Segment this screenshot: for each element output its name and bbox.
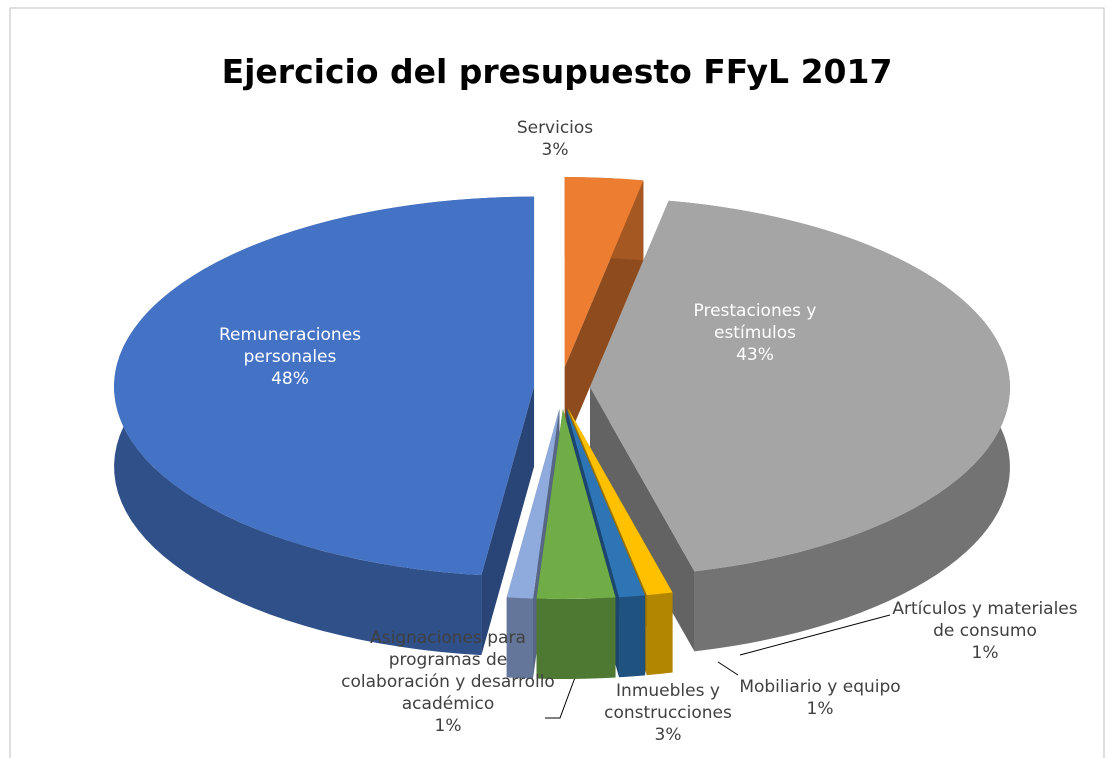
slice	[589, 200, 1010, 572]
slice	[564, 177, 644, 368]
slice-label: Mobiliario y equipo 1%	[720, 676, 920, 720]
leader-line	[739, 614, 891, 656]
value-label: 48%	[271, 369, 309, 389]
category-name: Prestaciones y estímulos	[693, 301, 817, 343]
slice-rim	[646, 592, 673, 676]
slice-label: Prestaciones y estímulos 43%	[660, 300, 850, 366]
slice-label: Remuneraciones personales 48%	[205, 324, 375, 390]
category-name: Asignaciones para programas de colaborac…	[341, 628, 555, 714]
slice-rim	[506, 597, 533, 679]
slice	[568, 408, 673, 596]
slice-rim	[536, 597, 616, 679]
slice-label: Artículos y materiales de consumo 1%	[880, 598, 1090, 664]
category-name: Inmuebles y construcciones	[604, 681, 732, 723]
value-label: 1%	[806, 699, 834, 719]
value-label: 3%	[654, 725, 682, 745]
leader-line	[545, 671, 578, 719]
slice	[114, 196, 535, 576]
slice-tops	[114, 177, 1010, 599]
slice-label: Inmuebles y construcciones 3%	[588, 680, 748, 746]
category-name: Mobiliario y equipo	[739, 677, 901, 697]
slice	[506, 408, 560, 599]
category-name: Servicios	[516, 118, 594, 138]
leader-line	[717, 661, 739, 676]
slice-rim	[619, 595, 646, 678]
value-label: 1%	[971, 643, 999, 663]
slice-wall	[481, 386, 535, 656]
value-label: 43%	[736, 345, 774, 365]
slice-label: Asignaciones para programas de colaborac…	[338, 627, 558, 737]
chart-title: Ejercicio del presupuesto FFyL 2017	[221, 52, 893, 91]
category-name: Remuneraciones personales	[218, 325, 362, 367]
category-name: Artículos y materiales de consumo	[892, 599, 1078, 641]
slice-label: Servicios 3%	[475, 117, 635, 161]
value-label: 1%	[434, 716, 462, 736]
slice	[536, 408, 616, 599]
chart-border	[9, 7, 1105, 758]
slice	[566, 408, 646, 598]
value-label: 3%	[541, 140, 569, 160]
